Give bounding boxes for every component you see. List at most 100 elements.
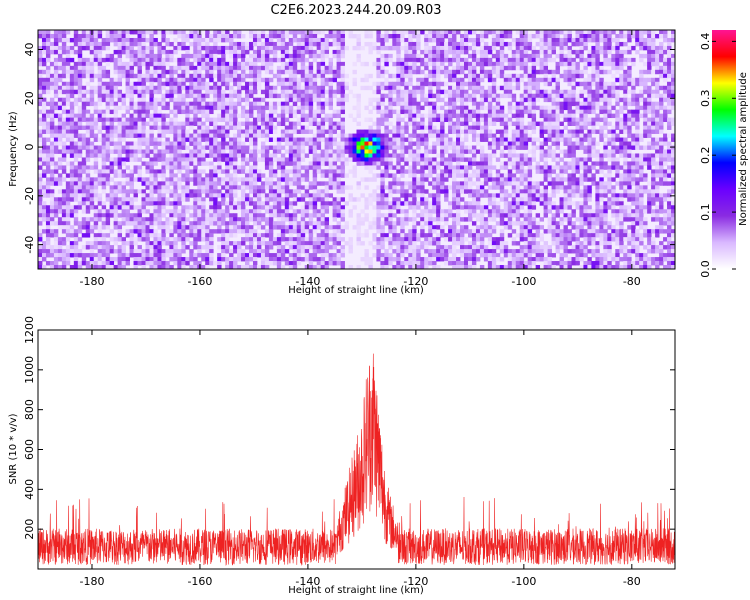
heatmap-cell <box>316 133 322 138</box>
heatmap-cell <box>256 33 262 39</box>
heatmap-cell <box>292 157 298 162</box>
heatmap-cell <box>400 145 405 150</box>
heatmap-cell <box>659 69 664 75</box>
heatmap-cell <box>368 177 373 182</box>
heatmap-cell <box>635 129 640 134</box>
heatmap-cell <box>623 137 628 142</box>
heatmap-cell <box>495 41 501 47</box>
heatmap-cell <box>57 125 63 130</box>
heatmap-cell <box>380 73 385 79</box>
heatmap-cell <box>531 129 537 134</box>
heatmap-cell <box>615 89 620 95</box>
heatmap-cell <box>328 165 334 170</box>
heatmap-cell <box>444 137 449 142</box>
heatmap-cell <box>543 185 548 190</box>
heatmap-cell <box>503 33 509 39</box>
heatmap-cell <box>280 81 286 87</box>
heatmap-cell <box>304 97 310 103</box>
heatmap-cell <box>424 137 429 142</box>
heatmap-cell <box>185 85 190 91</box>
heatmap-cell <box>344 93 349 99</box>
heatmap-cell <box>264 133 270 138</box>
heatmap-cell <box>105 157 111 162</box>
heatmap-cell <box>73 169 79 174</box>
heatmap-cell <box>487 129 493 134</box>
heatmap-cell <box>41 105 47 111</box>
heatmap-cell <box>137 121 142 126</box>
heatmap-cell <box>177 165 182 170</box>
heatmap-cell <box>527 77 533 83</box>
heatmap-cell <box>177 129 182 134</box>
heatmap-cell <box>45 45 51 51</box>
heatmap-cell <box>444 141 449 146</box>
heatmap-cell <box>559 177 564 182</box>
heatmap-cell <box>519 157 525 162</box>
heatmap-cell <box>483 33 489 39</box>
heatmap-cell <box>567 97 572 103</box>
heatmap-cell <box>424 113 429 119</box>
heatmap-cell <box>149 97 154 103</box>
heatmap-cell <box>109 177 115 182</box>
heatmap-cell <box>539 113 545 119</box>
heatmap-cell <box>631 121 636 126</box>
heatmap-cell <box>456 85 461 91</box>
heatmap-cell <box>272 45 278 51</box>
heatmap-cell <box>603 173 608 178</box>
heatmap-cell <box>209 185 214 190</box>
heatmap-cell <box>161 69 166 75</box>
heatmap-cell <box>252 157 258 162</box>
heatmap-cell <box>276 121 282 126</box>
heatmap-cell <box>388 141 393 146</box>
heatmap-cell <box>344 81 349 87</box>
heatmap-cell <box>432 145 437 150</box>
heatmap-cell <box>280 85 286 91</box>
heatmap-cell <box>404 30 409 35</box>
heatmap-cell <box>388 121 393 126</box>
heatmap-cell <box>543 53 548 59</box>
heatmap-cell <box>483 153 489 158</box>
heatmap-cell <box>404 41 409 47</box>
heatmap-cell <box>149 101 154 107</box>
heatmap-cell <box>177 125 182 130</box>
heatmap-cell <box>460 157 465 162</box>
heatmap-cell <box>408 45 413 51</box>
heatmap-cell <box>483 45 489 51</box>
heatmap-cell <box>444 149 449 154</box>
heatmap-cell <box>61 145 67 150</box>
heatmap-cell <box>201 85 206 91</box>
heatmap-cell <box>587 49 592 55</box>
heatmap-cell <box>408 65 413 71</box>
heatmap-cell <box>193 121 198 126</box>
heatmap-cell <box>45 189 51 194</box>
heatmap-cell <box>591 53 596 59</box>
heatmap-cell <box>185 69 190 75</box>
heatmap-cell <box>38 109 43 115</box>
heatmap-cell <box>205 45 210 51</box>
heatmap-cell <box>173 65 178 71</box>
heatmap-cell <box>603 33 608 39</box>
heatmap-cell <box>519 93 525 99</box>
heatmap-cell <box>372 161 377 166</box>
heatmap-cell <box>241 129 246 134</box>
heatmap-cell <box>416 41 421 47</box>
heatmap-cell <box>420 89 425 95</box>
heatmap-cell <box>475 49 481 55</box>
heatmap-cell <box>511 97 517 103</box>
heatmap-cell <box>603 45 608 51</box>
heatmap-cell <box>252 101 258 107</box>
heatmap-cell <box>173 125 178 130</box>
heatmap-cell <box>599 97 604 103</box>
heatmap-cell <box>671 133 675 138</box>
heatmap-cell <box>45 89 51 95</box>
heatmap-cell <box>245 133 250 138</box>
heatmap-cell <box>511 161 517 166</box>
heatmap-cell <box>264 105 270 111</box>
heatmap-cell <box>460 33 465 39</box>
heatmap-cell <box>535 161 541 166</box>
heatmap-cell <box>619 153 624 158</box>
heatmap-cell <box>145 49 150 55</box>
heatmap-cell <box>428 45 433 51</box>
heatmap-cell <box>89 177 95 182</box>
heatmap-cell <box>113 61 119 67</box>
heatmap-cell <box>324 45 330 51</box>
